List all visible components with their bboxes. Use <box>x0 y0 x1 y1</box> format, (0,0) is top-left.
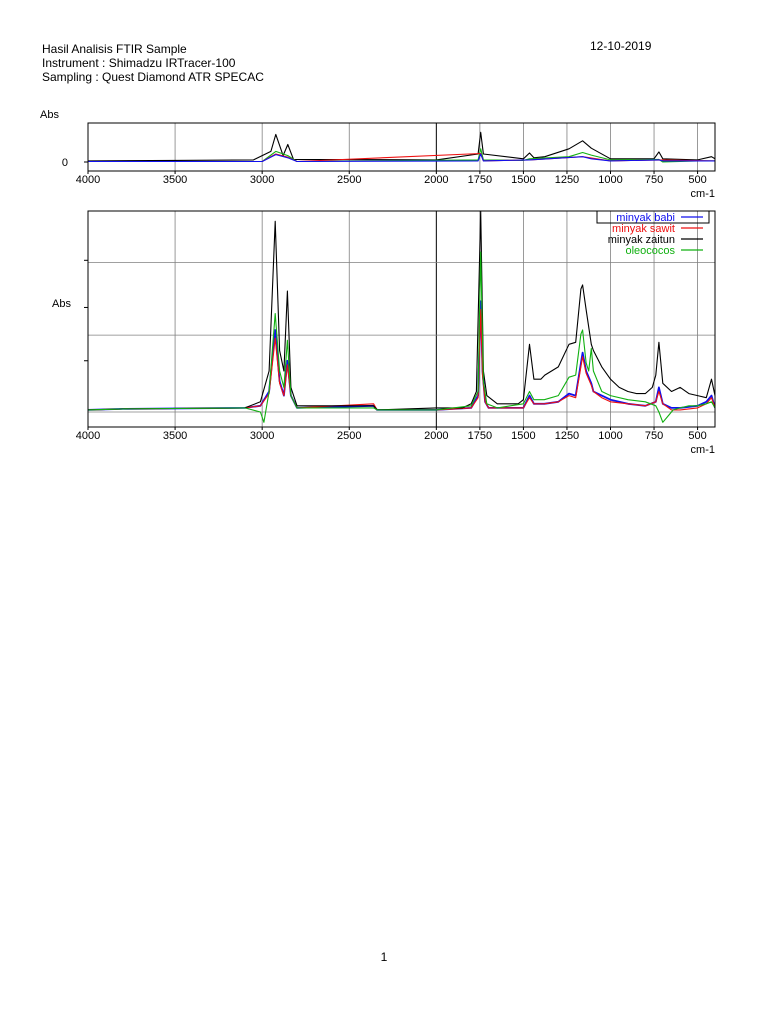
x-tick-label: 1000 <box>598 174 622 186</box>
series-line-minyak-babi <box>88 153 715 163</box>
y-axis-label: Abs <box>52 298 71 310</box>
sampling-line: Sampling : Quest Diamond ATR SPECAC <box>42 70 264 84</box>
series-line-minyak-babi <box>88 300 715 411</box>
main-spectrum-chart: 4000 3500 3000 2500 2000 1750 1500 1250 1000 750 5… <box>52 210 716 456</box>
x-tick-label: 4000 <box>76 430 100 442</box>
x-tick-label: 4000 <box>76 174 100 186</box>
x-tick-label: 500 <box>688 430 706 442</box>
x-tick-label: 2500 <box>337 430 361 442</box>
x-tick-label: 3000 <box>250 174 274 186</box>
y-axis-label: Abs <box>40 109 59 121</box>
x-tick-label: 1250 <box>555 174 579 186</box>
plot-frame <box>87 210 716 428</box>
legend-label: minyak zaitun <box>608 234 675 246</box>
x-tick-label: 1500 <box>511 174 535 186</box>
x-tick-label: 1250 <box>555 430 579 442</box>
instrument-line: Instrument : Shimadzu IRTracer-100 <box>42 56 236 70</box>
x-tick-label: 1000 <box>598 430 622 442</box>
x-tick-label: 750 <box>645 174 663 186</box>
legend-label: minyak babi <box>616 212 675 224</box>
page-number: 1 <box>380 950 388 964</box>
legend-highlight-box <box>596 210 710 224</box>
plot-frame <box>87 122 716 172</box>
legend-label: minyak sawit <box>612 223 675 235</box>
report-date: 12-10-2019 <box>590 39 652 53</box>
x-axis-label: cm-1 <box>691 444 715 456</box>
x-tick-label: 750 <box>645 430 663 442</box>
legend-label: oleococos <box>625 245 675 257</box>
series-line-minyak-sawit <box>88 308 715 411</box>
x-tick-label: 500 <box>688 174 706 186</box>
x-tick-label: 2500 <box>337 174 361 186</box>
series-line-minyak-zaitun <box>88 211 715 411</box>
x-tick-label: 2000 <box>424 430 448 442</box>
series-line-oleococos <box>88 251 715 423</box>
overview-spectrum-chart: 4000 3500 3000 2500 2000 1750 1500 1250 1000 750 5… <box>40 109 716 200</box>
x-tick-label: 1750 <box>468 430 492 442</box>
x-tick-label: 1750 <box>468 174 492 186</box>
x-tick-label: 2000 <box>424 174 448 186</box>
x-tick-label: 3500 <box>163 430 187 442</box>
x-tick-label: 3500 <box>163 174 187 186</box>
x-tick-label: 3000 <box>250 430 274 442</box>
x-tick-label: 1500 <box>511 430 535 442</box>
y-tick-label: 0 <box>62 157 68 169</box>
series-line-minyak-zaitun <box>88 131 715 162</box>
x-axis-label: cm-1 <box>691 188 715 200</box>
report-title: Hasil Analisis FTIR Sample <box>42 42 187 56</box>
